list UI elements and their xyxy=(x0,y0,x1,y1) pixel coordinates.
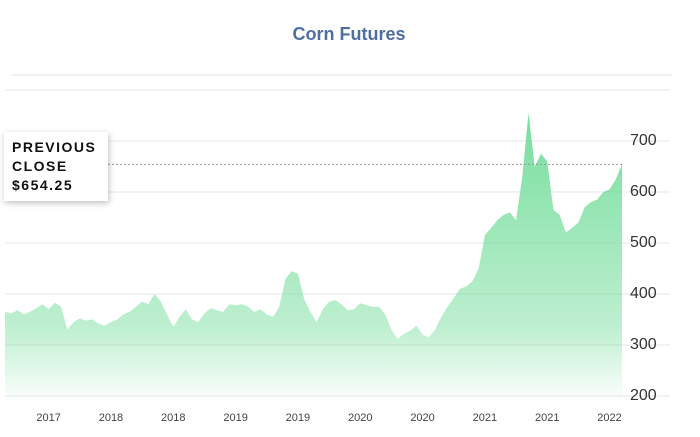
y-tick-label: 200 xyxy=(630,387,657,404)
x-tick-label: 2020 xyxy=(410,412,434,424)
chart-title: Corn Futures xyxy=(292,24,405,44)
x-tick-label: 2020 xyxy=(348,412,372,424)
y-tick-label: 400 xyxy=(630,285,657,302)
y-tick-label: 700 xyxy=(630,132,657,149)
area xyxy=(5,112,622,401)
x-tick-label: 2018 xyxy=(99,412,123,424)
y-tick-label: 600 xyxy=(630,183,657,200)
x-tick-label: 2021 xyxy=(473,412,497,424)
x-tick-label: 2018 xyxy=(161,412,185,424)
x-tick-label: 2021 xyxy=(535,412,559,424)
y-tick-label: 300 xyxy=(630,336,657,353)
x-tick-label: 2019 xyxy=(223,412,247,424)
annotation-label: PREVIOUS CLOSE xyxy=(12,139,97,174)
annotation-value: $654.25 xyxy=(12,177,74,193)
x-tick-label: 2022 xyxy=(597,412,621,424)
previous-close-label: PREVIOUS CLOSE $654.25 xyxy=(4,132,108,201)
y-tick-label: 500 xyxy=(630,234,657,251)
x-tick-label: 2017 xyxy=(36,412,60,424)
x-tick-label: 2019 xyxy=(286,412,310,424)
